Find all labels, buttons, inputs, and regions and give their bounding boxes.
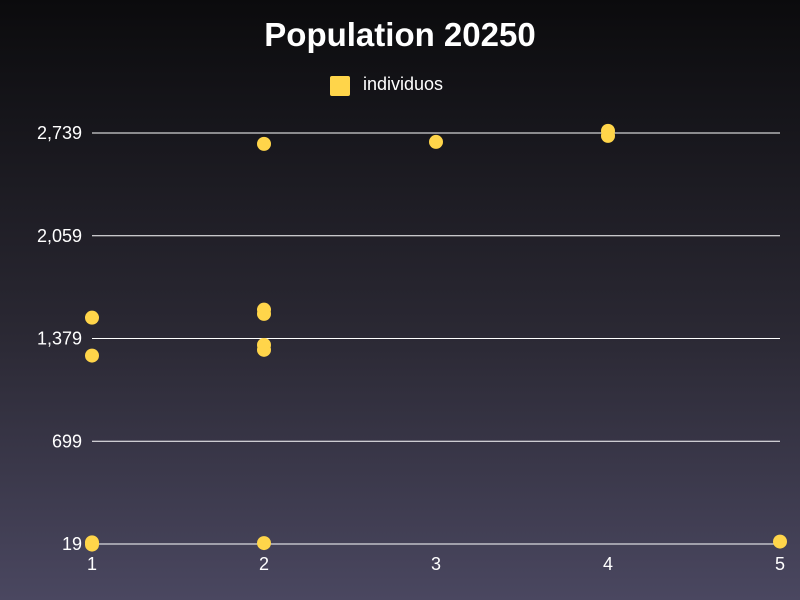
x-tick-label: 4: [603, 554, 613, 574]
data-point: [85, 348, 99, 363]
y-axis-tick-labels: 19 699 1,379 2,059 2,739: [37, 123, 82, 554]
legend-label: individuos: [363, 74, 443, 94]
data-point: [429, 134, 443, 149]
x-tick-label: 5: [775, 554, 785, 574]
y-tick-label: 1,379: [37, 329, 82, 349]
x-axis-tick-labels: 1 2 3 4 5: [87, 554, 785, 574]
data-point: [257, 302, 271, 317]
data-point: [773, 534, 787, 549]
y-tick-label: 2,059: [37, 226, 82, 246]
data-point: [257, 337, 271, 352]
legend-swatch: [330, 76, 350, 96]
data-points: [85, 123, 787, 552]
x-tick-label: 3: [431, 554, 441, 574]
legend: individuos: [330, 74, 443, 96]
x-tick-label: 2: [259, 554, 269, 574]
grid-lines: [92, 132, 780, 545]
data-point: [601, 123, 615, 138]
x-tick-label: 1: [87, 554, 97, 574]
y-tick-label: 699: [52, 431, 82, 451]
y-tick-label: 19: [62, 534, 82, 554]
data-point: [85, 310, 99, 325]
data-point: [257, 136, 271, 151]
chart-title: Population 20250: [264, 16, 535, 53]
y-tick-label: 2,739: [37, 123, 82, 143]
data-point: [85, 535, 99, 550]
data-point: [257, 536, 271, 551]
